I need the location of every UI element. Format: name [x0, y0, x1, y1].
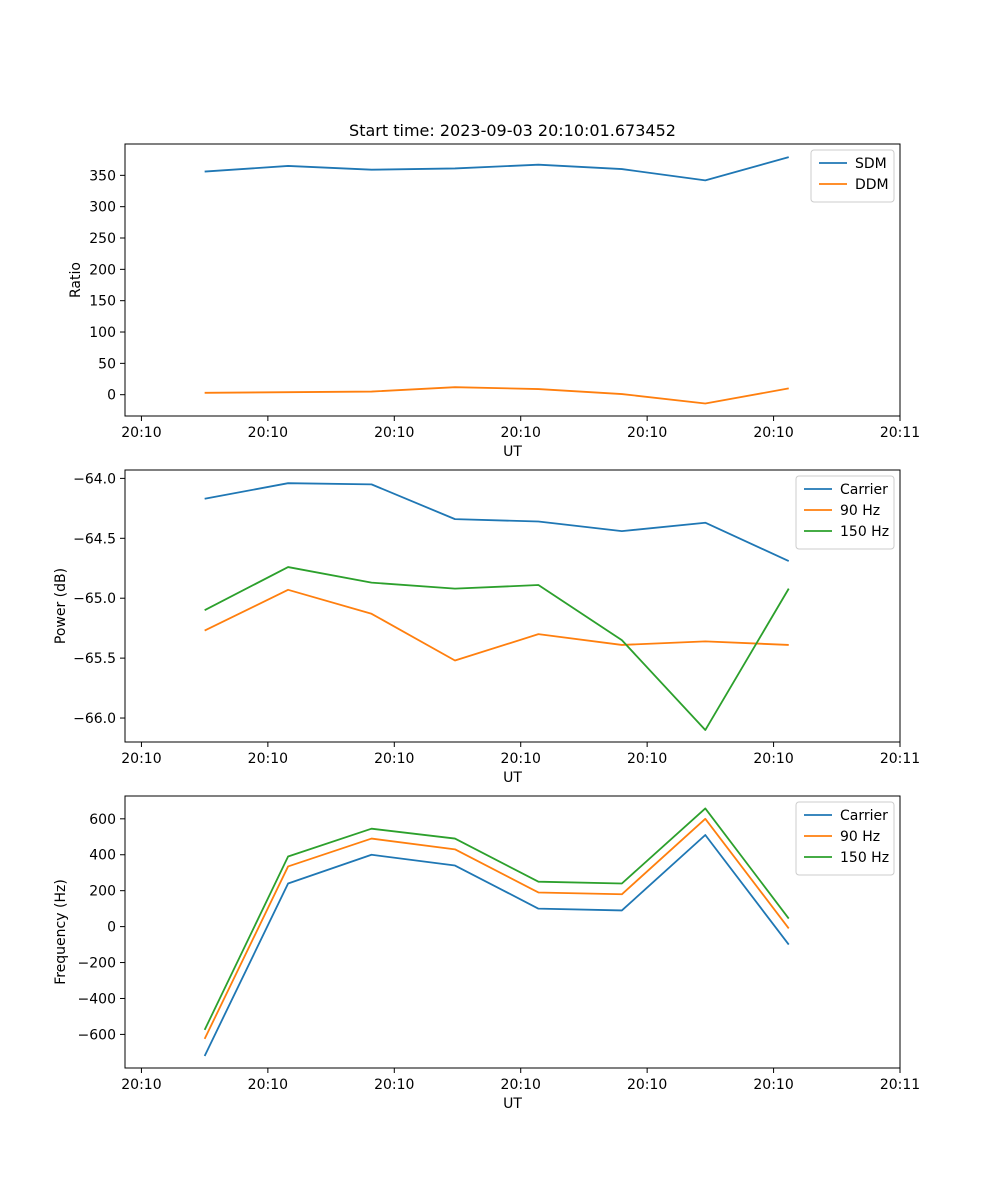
axes-frame: [124, 469, 901, 743]
series-line-90-hz: [204, 588, 789, 662]
x-tick-label: 20:10: [248, 751, 288, 767]
y-tick-label: 0: [107, 388, 116, 404]
axes-frame: [124, 143, 901, 417]
x-tick-label: 20:10: [374, 1077, 414, 1093]
series-line-90-hz: [203, 817, 790, 1040]
y-axis-label: Frequency (Hz): [53, 879, 69, 985]
x-tick-label: 20:10: [627, 425, 667, 441]
legend: Carrier 90 Hz 150 Hz: [795, 801, 895, 876]
panels: 20:10 20:10 20:10 20:10 20:10 20:10 20:11 0 50 10…: [53, 143, 920, 1112]
y-tick-label: −400: [78, 991, 116, 1007]
y-tick-label: 150: [89, 294, 116, 310]
chart-title: Start time: 2023-09-03 20:10:01.673452: [349, 121, 676, 140]
y-tick-label: 200: [89, 262, 116, 278]
x-axis-label: UT: [503, 444, 522, 460]
series-line-carrier: [203, 834, 790, 1057]
axes-frame: [124, 795, 901, 1069]
x-tick-label: 20:10: [753, 751, 793, 767]
x-tick-label: 20:10: [248, 1077, 288, 1093]
series-line-150-hz: [203, 807, 790, 1031]
x-tick-label: 20:10: [501, 751, 541, 767]
y-tick-label: −65.5: [73, 651, 116, 667]
legend: Carrier 90 Hz 150 Hz: [795, 475, 895, 550]
y-tick-label: 350: [89, 168, 116, 184]
legend-entry: DDM: [855, 177, 889, 193]
y-tick-label: −64.5: [73, 531, 116, 547]
x-tick-label: 20:10: [248, 425, 288, 441]
x-tick-label: 20:10: [753, 425, 793, 441]
y-tick-label: 50: [98, 356, 116, 372]
x-tick-label: 20:10: [753, 1077, 793, 1093]
series-line-150-hz: [204, 566, 790, 731]
x-tick-label: 20:10: [627, 1077, 667, 1093]
legend-entry: 150 Hz: [840, 524, 889, 540]
x-tick-label: 20:10: [374, 751, 414, 767]
x-tick-label: 20:10: [501, 425, 541, 441]
x-tick-label: 20:10: [627, 751, 667, 767]
series-line-carrier: [204, 482, 790, 562]
x-axis-label: UT: [503, 770, 522, 786]
y-tick-label: 300: [89, 200, 116, 216]
y-tick-label: 400: [89, 848, 116, 864]
y-tick-label: −200: [78, 956, 116, 972]
panel-3: 20:10 20:10 20:10 20:10 20:10 20:10 20:11 −600 −…: [53, 795, 920, 1112]
y-tick-label: −600: [78, 1027, 116, 1043]
y-axis-label: Power (dB): [53, 568, 69, 644]
x-tick-label: 20:11: [880, 425, 920, 441]
x-tick-label: 20:10: [374, 425, 414, 441]
y-tick-label: 0: [107, 920, 116, 936]
y-tick-label: −64.0: [73, 471, 116, 487]
x-tick-label: 20:11: [880, 751, 920, 767]
y-tick-label: 200: [89, 884, 116, 900]
y-tick-label: 600: [89, 812, 116, 828]
panel-2: 20:10 20:10 20:10 20:10 20:10 20:10 20:11 −66.0…: [53, 469, 920, 786]
x-tick-label: 20:10: [121, 425, 161, 441]
y-axis-label: Ratio: [68, 262, 84, 298]
y-tick-label: −66.0: [73, 711, 116, 727]
legend-entry: Carrier: [840, 808, 888, 824]
x-tick-label: 20:11: [880, 1077, 920, 1093]
x-tick-label: 20:10: [121, 751, 161, 767]
x-tick-label: 20:10: [121, 1077, 161, 1093]
legend-entry: SDM: [855, 156, 887, 172]
y-tick-label: 250: [89, 231, 116, 247]
panel-1: 20:10 20:10 20:10 20:10 20:10 20:10 20:11 0 50 10…: [68, 143, 920, 460]
legend-entry: 150 Hz: [840, 850, 889, 866]
x-axis-label: UT: [503, 1096, 522, 1112]
y-tick-label: −65.0: [73, 591, 116, 607]
legend-entry: 90 Hz: [840, 503, 880, 519]
legend-entry: 90 Hz: [840, 829, 880, 845]
legend: SDM DDM: [810, 149, 895, 203]
series-line-ddm: [204, 386, 789, 405]
legend-entry: Carrier: [840, 482, 888, 498]
series-line-sdm: [204, 156, 789, 182]
x-tick-label: 20:10: [501, 1077, 541, 1093]
y-tick-label: 100: [89, 325, 116, 341]
